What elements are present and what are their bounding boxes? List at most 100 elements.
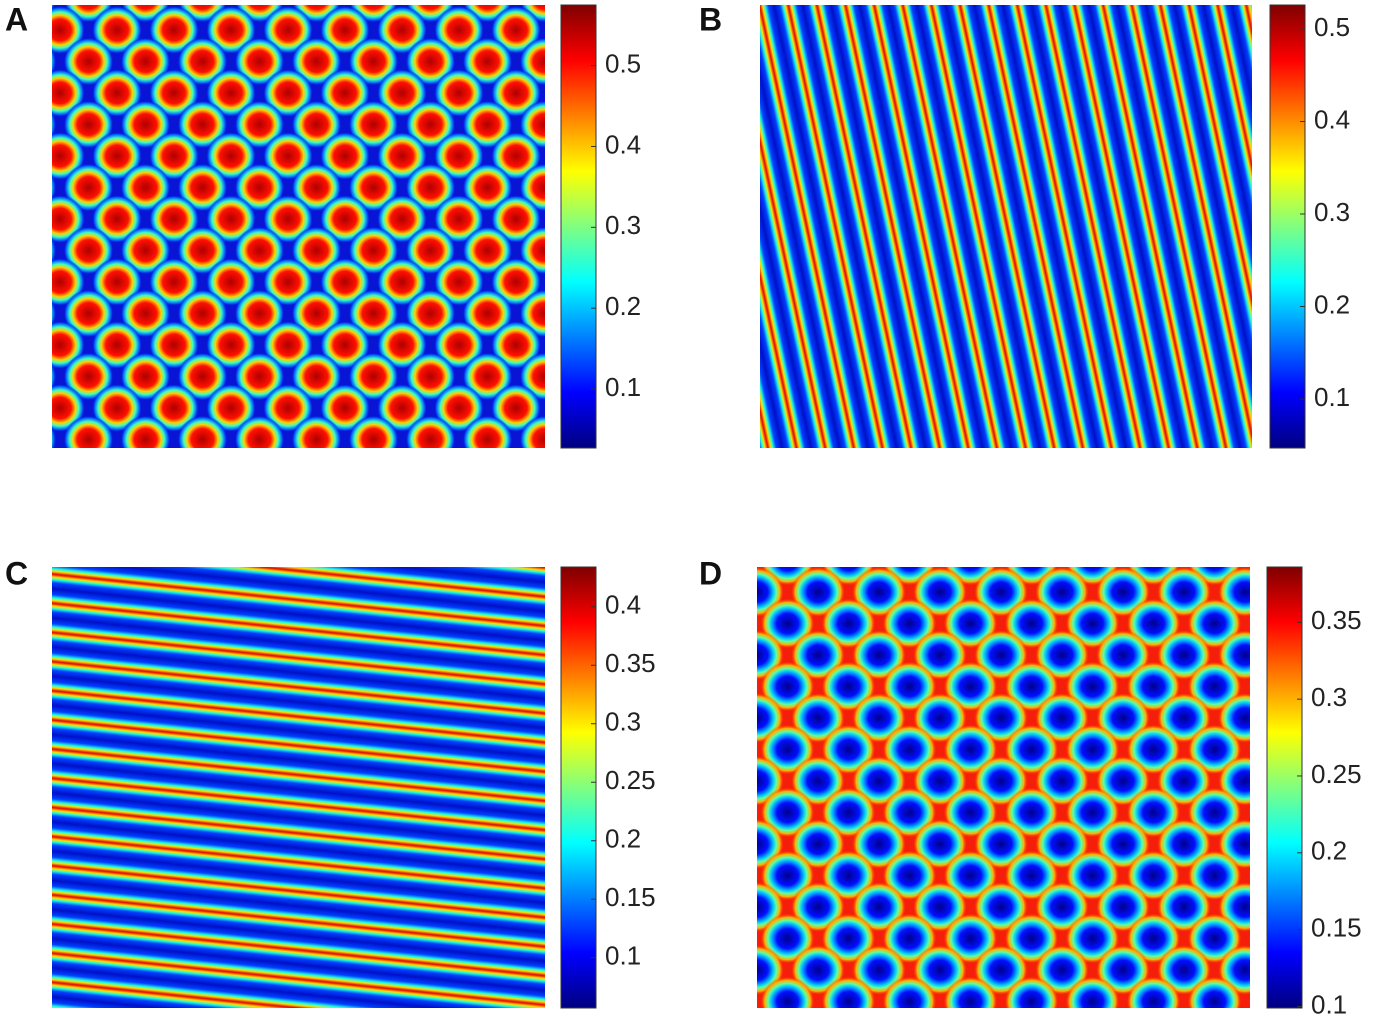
spot [791, 1008, 845, 1024]
spot [206, 69, 256, 117]
spot [462, 163, 513, 212]
pattern-field [52, 567, 545, 1008]
spot [177, 37, 228, 86]
spot [463, 479, 513, 527]
spot [508, 447, 524, 448]
colorbar-tick-label: 0.1 [605, 941, 641, 971]
colorbar-tick-label: 0.3 [605, 707, 641, 737]
colorbar-tick-label: 0.1 [1311, 989, 1347, 1019]
spot [263, 195, 313, 243]
spot [52, 236, 57, 265]
spot [394, 447, 410, 448]
spot [348, 415, 399, 448]
spot [377, 132, 427, 180]
spot [1248, 867, 1250, 884]
colorbar-tick-label: 0.3 [1311, 682, 1347, 712]
spot [462, 352, 513, 401]
spot [348, 226, 399, 275]
spot [291, 352, 342, 401]
spot [491, 258, 541, 306]
spot [149, 384, 199, 432]
spot [669, 819, 723, 869]
spot [234, 289, 285, 338]
spot [280, 447, 296, 448]
spot [1310, 788, 1364, 838]
spot [434, 321, 484, 369]
colorbar-tick-label: 0.5 [605, 49, 641, 79]
spot [149, 69, 199, 117]
spot [1157, 1008, 1211, 1024]
spot [434, 384, 484, 432]
spot [348, 37, 399, 86]
spot [913, 1008, 967, 1024]
spot [337, 447, 353, 448]
spot [206, 384, 256, 432]
spot [882, 976, 937, 1008]
spot [943, 976, 998, 1008]
spot [235, 479, 285, 527]
spot [700, 599, 754, 649]
panel-label: D [699, 555, 722, 591]
colorbar-tick-label: 0.4 [605, 590, 641, 620]
spot [548, 447, 598, 495]
spot [166, 447, 182, 448]
spot [669, 630, 723, 680]
colorbar-tick-label: 0.2 [1314, 289, 1350, 319]
colorbar [1269, 4, 1306, 449]
spot [0, 195, 28, 243]
spot [234, 100, 285, 149]
spot [462, 100, 513, 149]
spot [405, 226, 456, 275]
spot [669, 882, 723, 932]
spot [320, 384, 370, 432]
spot [462, 226, 513, 275]
colorbar [1266, 566, 1303, 1009]
spot [52, 47, 57, 76]
pattern-field [0, 5, 598, 527]
colorbar-tick-label: 0.1 [1314, 382, 1350, 412]
spot [291, 415, 342, 448]
spot [1065, 976, 1120, 1008]
spot [177, 289, 228, 338]
spot [491, 384, 541, 432]
spot [348, 163, 399, 212]
spot [92, 6, 142, 54]
spot [234, 226, 285, 275]
spot [1096, 1008, 1150, 1024]
colorbar-tick-label: 0.25 [1311, 759, 1362, 789]
spot [377, 258, 427, 306]
spot [234, 163, 285, 212]
spot [263, 384, 313, 432]
stripes [52, 567, 545, 1008]
colorbar-tick-label: 0.5 [1314, 12, 1350, 42]
spot [234, 352, 285, 401]
spot [700, 662, 754, 712]
spot [0, 132, 28, 180]
spot [349, 479, 399, 527]
spot [291, 289, 342, 338]
spot [320, 132, 370, 180]
spot [320, 195, 370, 243]
spot [462, 37, 513, 86]
spot [519, 415, 545, 448]
spot [520, 479, 570, 527]
spot [177, 352, 228, 401]
spot [491, 321, 541, 369]
spot [377, 384, 427, 432]
spot [63, 163, 114, 212]
spot [700, 788, 754, 838]
spot [263, 321, 313, 369]
spot [700, 725, 754, 775]
spot [1187, 976, 1242, 1008]
spot [52, 425, 57, 448]
spot [462, 415, 513, 448]
spot [291, 100, 342, 149]
spot [669, 945, 723, 995]
spot [92, 384, 142, 432]
spot [377, 195, 427, 243]
spot [434, 6, 484, 54]
colorbar-tick-label: 0.15 [605, 882, 656, 912]
spot [491, 195, 541, 243]
spot [292, 479, 342, 527]
